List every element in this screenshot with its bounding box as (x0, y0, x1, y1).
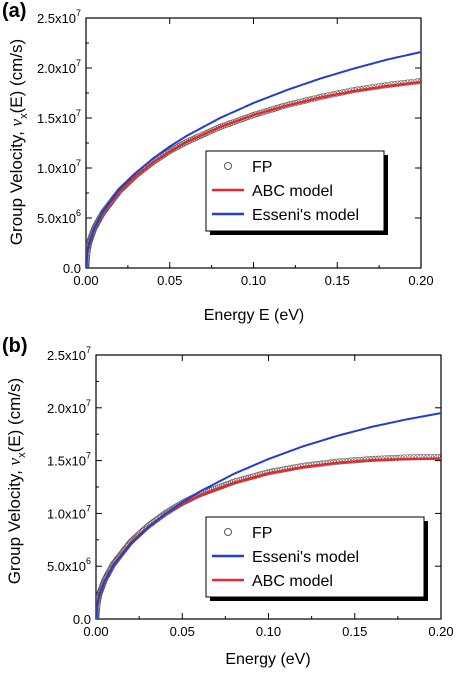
chart-a-y-tick-label: 2.5x107 (37, 8, 81, 26)
chart-a-legend: FP ABC model Esseni's model (205, 150, 388, 235)
chart-b-fp-point (391, 454, 398, 462)
panel-a-label: (a) (2, 0, 27, 22)
chart-b-fp-point (414, 454, 421, 461)
chart-b-series-esseni-line (96, 412, 441, 619)
chart-a-legend-marker-fp (224, 162, 232, 170)
chart-b-x-tick-label: 0.00 (83, 624, 108, 639)
chart-b-fp-point (394, 454, 401, 461)
chart-a-y-axis-label: Group Velocity, vx(E) (cm/s) (7, 39, 30, 245)
chart-a-fp-point (180, 140, 187, 147)
chart-b-legend-marker-fp (224, 528, 232, 536)
panel-b-label: (b) (2, 335, 28, 357)
chart-b-fp-point (424, 454, 431, 461)
chart-a-y-tick-label: 2.0x107 (37, 58, 81, 76)
chart-a-fp-point (178, 141, 185, 148)
chart-b-x-tick-label: 0.05 (170, 624, 195, 639)
chart-a-y-tick-label: 1.0x107 (37, 158, 81, 176)
chart-a-legend-label: Esseni's model (252, 207, 359, 224)
chart-b-fp-point (407, 454, 414, 461)
chart-b-fp-point (388, 455, 395, 462)
chart-b-x-tick-label: 0.10 (256, 624, 281, 639)
chart-a-fp-point (177, 142, 184, 149)
chart-a-x-tick-label: 0.10 (241, 273, 266, 288)
chart-a-series-esseni-line (86, 51, 421, 268)
chart-a-x-axis-label: Energy E (eV) (204, 307, 304, 324)
chart-b-y-tick-label: 1.0x107 (47, 503, 91, 521)
chart-b-fp-point (420, 454, 428, 461)
chart-a-fp-point (182, 139, 189, 146)
chart-a-x-tick-label: 0.20 (408, 273, 433, 288)
chart-b-fp-point (417, 454, 424, 461)
chart-a: Group Velocity, vx(E) (cm/s) Energy E (e… (7, 8, 434, 324)
chart-b-x-axis-label: Energy (eV) (225, 651, 310, 668)
chart-a-y-tick-label: 5.0x106 (37, 208, 81, 226)
chart-b-legend-label: ABC model (252, 573, 333, 590)
chart-b-y-tick-label: 0.0 (73, 612, 91, 627)
chart-b: Group Velocity, vx(E) (cm/s) Energy (eV)… (5, 345, 454, 668)
chart-b-fp-point (427, 453, 434, 461)
chart-a-y-tick-label: 0.0 (63, 261, 81, 276)
chart-b-legend-label: Esseni's model (252, 549, 359, 566)
chart-b-y-tick-label: 5.0x106 (47, 556, 91, 574)
chart-b-fp-point (410, 454, 418, 461)
chart-b-fp-point (434, 453, 441, 461)
chart-b-y-tick-label: 2.5x107 (47, 345, 91, 363)
chart-b-y-tick-label: 2.0x107 (47, 398, 91, 416)
chart-a-fp-point (417, 77, 421, 85)
chart-a-x-tick-label: 0.00 (73, 273, 98, 288)
chart-b-x-tick-label: 0.20 (428, 624, 453, 639)
chart-b-legend-label: FP (252, 525, 272, 542)
chart-a-x-tick-label: 0.15 (325, 273, 350, 288)
chart-b-fp-point (400, 454, 408, 461)
chart-b-legend: FP Esseni's model ABC model (205, 516, 428, 601)
chart-a-legend-label: FP (252, 159, 272, 176)
chart-a-x-tick-label: 0.05 (157, 273, 182, 288)
chart-b-fp-point (397, 454, 404, 461)
chart-b-x-tick-label: 0.15 (342, 624, 367, 639)
chart-b-fp-point (404, 454, 411, 461)
chart-b-fp-point (384, 455, 392, 462)
chart-b-y-tick-label: 1.5x107 (47, 451, 91, 469)
chart-b-fp-point (437, 453, 441, 460)
chart-b-y-axis-label: Group Velocity, vx(E) (cm/s) (5, 378, 28, 584)
chart-a-legend-label: ABC model (252, 183, 333, 200)
chart-a-y-tick-label: 1.5x107 (37, 108, 81, 126)
chart-b-fp-point (431, 453, 438, 461)
